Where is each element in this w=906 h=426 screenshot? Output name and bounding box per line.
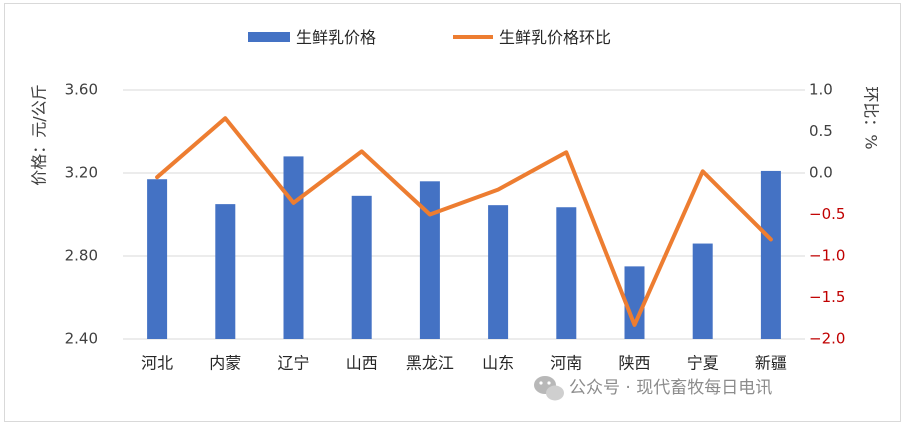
legend: 生鲜乳价格 生鲜乳价格环比: [248, 28, 611, 47]
category-label: 河北: [141, 354, 173, 373]
bar: [283, 156, 304, 339]
category-label: 辽宁: [277, 354, 309, 373]
left-axis-ticks: 2.40 2.80 3.20 3.60: [65, 81, 98, 348]
right-axis-ticks: −2.0 −1.5 −1.0 −0.5 0.0 0.5 1.0: [809, 81, 845, 348]
legend-label-line: 生鲜乳价格环比: [499, 28, 611, 47]
bar: [556, 207, 577, 339]
legend-label-bar: 生鲜乳价格: [296, 28, 376, 47]
category-label: 宁夏: [687, 354, 719, 373]
category-label: 陕西: [618, 354, 650, 373]
category-label: 山西: [346, 354, 378, 373]
category-label: 新疆: [755, 354, 787, 373]
category-label: 山东: [482, 354, 514, 373]
watermark: 公众号 · 现代畜牧每日电讯: [534, 376, 772, 401]
series-line: [155, 116, 773, 327]
right-tick-label: 0.0: [809, 164, 833, 182]
category-label: 河南: [550, 354, 582, 373]
bar: [351, 195, 372, 339]
category-label: 黑龙江: [406, 354, 454, 373]
left-tick-label: 3.20: [65, 164, 98, 182]
left-tick-label: 3.60: [65, 81, 98, 99]
bar: [419, 181, 440, 339]
bar: [488, 205, 509, 339]
legend-swatch-bar: [248, 32, 290, 42]
right-axis-title: 环比：%: [862, 86, 881, 149]
left-axis-title: 价格：元/公斤: [30, 84, 49, 185]
wechat-icon: [534, 376, 564, 401]
right-tick-label: −2.0: [809, 330, 845, 348]
bar: [760, 170, 781, 339]
left-tick-label: 2.40: [65, 330, 98, 348]
gridlines: [123, 89, 805, 340]
category-label: 内蒙: [209, 354, 241, 373]
category-labels: 河北 内蒙 辽宁 山西 黑龙江 山东 河南 陕西 宁夏 新疆: [141, 354, 787, 373]
bar-series: [147, 156, 781, 339]
watermark-text: 公众号 · 现代畜牧每日电讯: [569, 378, 772, 398]
bar: [215, 204, 236, 339]
bar: [147, 179, 168, 339]
right-tick-label: −0.5: [809, 205, 845, 223]
bar: [624, 266, 645, 339]
right-tick-label: −1.0: [809, 247, 845, 265]
right-tick-label: 0.5: [809, 122, 833, 140]
left-tick-label: 2.80: [65, 247, 98, 265]
right-tick-label: 1.0: [809, 81, 833, 99]
line-series: [155, 116, 773, 327]
right-tick-label: −1.5: [809, 288, 845, 306]
bar: [692, 243, 713, 339]
